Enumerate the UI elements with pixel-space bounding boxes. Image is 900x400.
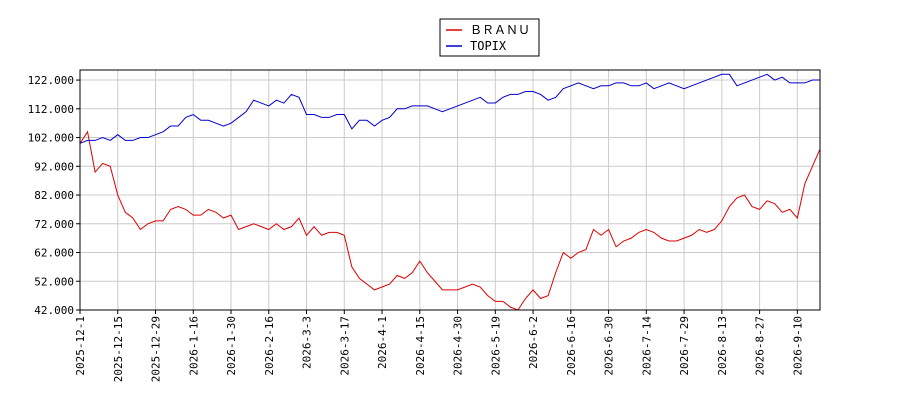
labels: 42.000 52.000 62.000 72.000 82.000 92.000 102.…	[28, 74, 805, 382]
x-tick-label: 2026-8-27	[754, 316, 767, 376]
x-tick-label: 2026-5-19	[489, 316, 502, 376]
y-tick-label: 52.000	[34, 275, 74, 288]
lines	[79, 73, 821, 311]
x-tick-label: 2026-8-13	[716, 316, 729, 376]
x-tick-label: 2026-4-15	[414, 316, 427, 376]
x-tick-label: 2026-1-30	[225, 316, 238, 376]
y-tick-label: 72.000	[34, 218, 74, 231]
y-tick-label: 62.000	[34, 247, 74, 260]
grid	[79, 70, 820, 311]
x-tick-label: 2025-12-1	[74, 316, 87, 376]
legend-box	[439, 18, 540, 57]
x-tick-label: 2026-3-3	[301, 316, 314, 369]
x-tick-label: 2026-9-10	[791, 316, 804, 376]
x-tick-label: 2026-7-29	[678, 316, 691, 376]
x-tick-label: 2025-12-29	[150, 316, 163, 382]
y-tick-label: 112.000	[28, 103, 74, 116]
x-tick-label: 2026-4-30	[452, 316, 465, 376]
y-tick-label: 82.000	[34, 189, 74, 202]
x-tick-label: 2026-7-14	[640, 316, 653, 376]
series-line	[79, 73, 820, 144]
legend-label: TOPIX	[470, 39, 507, 53]
y-tick-label: 92.000	[34, 160, 74, 173]
legend-label: ＢＲＡＮＵ	[470, 23, 530, 37]
y-tick-label: 102.000	[28, 132, 74, 145]
plot-frame	[79, 69, 821, 311]
series-line	[79, 130, 821, 311]
x-tick-label: 2026-6-30	[603, 316, 616, 376]
x-tick-label: 2026-6-2	[527, 316, 540, 369]
x-tick-label: 2025-12-15	[112, 316, 125, 382]
plot-area	[80, 70, 820, 310]
x-tick-label: 2026-4-1	[376, 316, 389, 369]
x-tick-label: 2026-1-16	[187, 316, 200, 376]
legend: ＢＲＡＮＵ TOPIX	[439, 18, 540, 57]
y-tick-label: 122.000	[28, 74, 74, 87]
y-tick-label: 42.000	[34, 304, 74, 317]
x-tick-label: 2026-3-17	[338, 316, 351, 376]
x-tick-label: 2026-6-16	[565, 316, 578, 376]
x-tick-label: 2026-2-16	[263, 316, 276, 376]
